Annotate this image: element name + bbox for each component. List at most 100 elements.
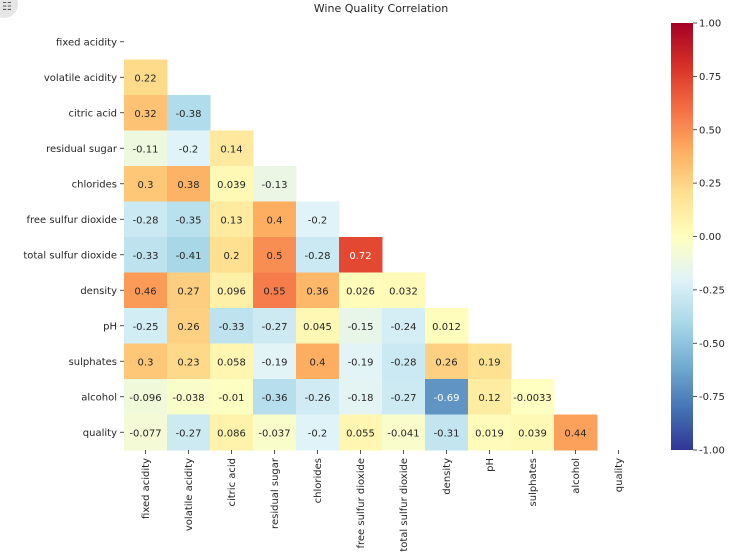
- heatmap-cell: [296, 201, 340, 238]
- cell-value-label: -0.33: [219, 322, 245, 333]
- heatmap-cell: [124, 95, 168, 131]
- cell-value-label: 0.4: [310, 357, 326, 368]
- cell-value-label: 0.058: [217, 357, 246, 368]
- cell-value-label: -0.096: [129, 393, 161, 404]
- cell-value-label: 0.026: [346, 286, 375, 297]
- y-tick-label: chlorides: [72, 179, 117, 190]
- heatmap-cell: [296, 272, 340, 309]
- x-tick-label: sulphates: [528, 458, 539, 506]
- heatmap-cell: [253, 414, 297, 451]
- colorbar-tick-label: -1.00: [699, 446, 725, 457]
- y-tick-label: quality: [83, 428, 117, 439]
- heatmap-cell: [253, 201, 297, 238]
- heatmap-cell: [382, 308, 426, 344]
- heatmap-cell: [210, 379, 254, 415]
- heatmap-cell: [339, 414, 383, 451]
- cell-value-label: -0.24: [391, 322, 417, 333]
- cell-value-label: -0.0033: [513, 393, 552, 404]
- y-tick-label: total sulfur dioxide: [23, 250, 117, 261]
- cell-value-label: 0.32: [134, 109, 156, 120]
- heatmap-cell: [124, 414, 168, 451]
- cell-value-label: 0.72: [349, 251, 371, 262]
- cell-value-label: 0.55: [263, 286, 285, 297]
- y-tick-label: fixed acidity: [56, 37, 117, 48]
- heatmap-cell: [167, 343, 211, 380]
- heatmap-cell: [511, 414, 555, 451]
- cell-value-label: 0.44: [564, 428, 586, 439]
- cell-value-label: 0.045: [303, 322, 332, 333]
- heatmap-cell: [296, 343, 340, 380]
- cell-value-label: -0.19: [262, 357, 288, 368]
- colorbar-tick-label: 0.00: [699, 232, 721, 243]
- colorbar-gradient: [671, 23, 693, 450]
- cell-value-label: 0.019: [475, 428, 504, 439]
- cell-value-label: 0.096: [217, 286, 246, 297]
- cell-value-label: -0.27: [176, 428, 202, 439]
- heatmap-cell: [425, 414, 469, 451]
- x-axis-labels: fixed acidity volatile acidity citric acid…: [141, 450, 625, 552]
- heatmap-cell: [425, 308, 469, 344]
- cell-value-label: 0.13: [220, 215, 242, 226]
- heatmap-cell: [124, 59, 168, 96]
- chart-title: Wine Quality Correlation: [314, 2, 448, 15]
- cell-value-label: 0.4: [267, 215, 283, 226]
- heatmap-cell: [468, 414, 512, 451]
- colorbar-tick-label: 0.50: [699, 125, 721, 136]
- heatmap-cell: [167, 272, 211, 309]
- cell-value-label: 0.012: [432, 322, 461, 333]
- heatmap-cell: [253, 272, 297, 309]
- heatmap-cell: [167, 308, 211, 344]
- heatmap-cell: [296, 308, 340, 344]
- x-tick-label: fixed acidity: [141, 458, 152, 519]
- y-tick-label: citric acid: [68, 108, 117, 119]
- heatmap-cell: [253, 166, 297, 202]
- cell-value-label: -0.077: [129, 428, 161, 439]
- cell-value-label: -0.13: [262, 180, 288, 191]
- heatmap-cell: [382, 272, 426, 309]
- heatmap-cell: [210, 201, 254, 238]
- cell-value-label: 0.032: [389, 286, 418, 297]
- cell-value-label: 0.27: [177, 286, 199, 297]
- toolbar-toggle-icon[interactable]: ☷: [0, 0, 18, 18]
- x-tick-label: density: [442, 458, 453, 495]
- heatmap-cell: [167, 95, 211, 131]
- heatmap-cell: [253, 379, 297, 415]
- cell-value-label: -0.28: [305, 251, 331, 262]
- cell-value-label: 0.12: [478, 393, 500, 404]
- heatmap-cell: [124, 343, 168, 380]
- cell-value-label: 0.19: [478, 357, 500, 368]
- cell-value-label: -0.041: [387, 428, 419, 439]
- cell-value-label: -0.27: [391, 393, 417, 404]
- cell-value-label: -0.19: [348, 357, 374, 368]
- cell-value-label: 0.5: [267, 251, 283, 262]
- cell-value-label: -0.037: [258, 428, 290, 439]
- heatmap-cell: [124, 130, 168, 167]
- y-tick-label: alcohol: [81, 392, 117, 403]
- cell-value-label: -0.33: [133, 251, 159, 262]
- cell-value-label: 0.23: [177, 357, 199, 368]
- heatmap-cell: [124, 237, 168, 273]
- heatmap-cell: [339, 308, 383, 344]
- cell-value-label: -0.2: [179, 144, 199, 155]
- heatmap-cell: [339, 237, 383, 273]
- heatmap-cell: [425, 379, 469, 415]
- cell-value-label: -0.2: [308, 215, 328, 226]
- heatmap-cell: [253, 308, 297, 344]
- cell-value-label: -0.25: [133, 322, 159, 333]
- heatmap-cell: [210, 343, 254, 380]
- heatmap-cell: [124, 379, 168, 415]
- y-tick-label: sulphates: [69, 357, 117, 368]
- cell-value-label: -0.31: [434, 428, 460, 439]
- heatmap-cell: [468, 343, 512, 380]
- heatmap-cell: [124, 272, 168, 309]
- y-tick-label: free sulfur dioxide: [26, 215, 117, 226]
- x-tick-label: quality: [614, 458, 625, 492]
- heatmap-cell: [253, 343, 297, 380]
- cell-value-label: 0.22: [134, 73, 156, 84]
- colorbar-tick-label: 0.25: [699, 179, 721, 190]
- cell-value-label: -0.35: [176, 215, 202, 226]
- x-tick-label: total sulfur dioxide: [399, 458, 410, 552]
- cell-value-label: -0.28: [391, 357, 417, 368]
- cell-value-label: -0.36: [262, 393, 288, 404]
- cell-value-label: 0.039: [217, 180, 246, 191]
